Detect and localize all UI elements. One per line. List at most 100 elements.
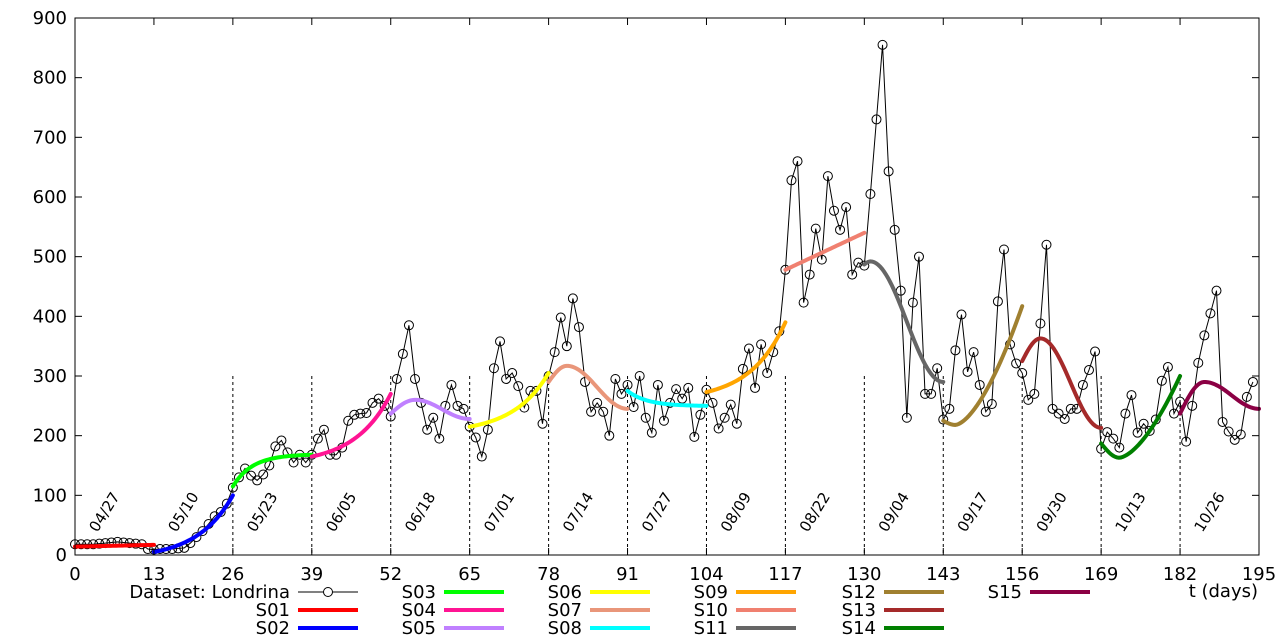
data-point-129 xyxy=(853,257,864,268)
y-tick-label-0: 0 xyxy=(56,545,67,566)
legend-marker-dataset xyxy=(323,587,333,597)
data-point-175 xyxy=(1132,427,1143,438)
data-point-159 xyxy=(1035,318,1046,329)
data-point-71 xyxy=(501,373,512,384)
data-point-64 xyxy=(458,403,469,414)
data-point-184 xyxy=(1187,400,1198,411)
data-point-148 xyxy=(968,347,979,358)
data-point-60 xyxy=(434,433,445,444)
data-point-141 xyxy=(926,388,937,399)
data-point-87 xyxy=(598,406,609,417)
date-label-11: 09/17 xyxy=(954,489,992,535)
y-tick-label-1: 100 xyxy=(33,485,67,506)
data-point-31 xyxy=(258,469,269,480)
data-point-130 xyxy=(859,260,870,271)
data-point-103 xyxy=(695,409,706,420)
data-point-76 xyxy=(531,385,542,396)
y-tick-label-7: 700 xyxy=(33,127,67,148)
data-point-194 xyxy=(1247,376,1258,387)
legend-label-s06: S06 xyxy=(548,582,582,603)
data-point-124 xyxy=(822,171,833,182)
data-point-139 xyxy=(913,251,924,262)
data-point-142 xyxy=(932,363,943,374)
data-point-120 xyxy=(798,297,809,308)
data-point-162 xyxy=(1053,408,1064,419)
x-tick-label-15: 195 xyxy=(1242,564,1276,585)
fit-curve-s10 xyxy=(783,230,867,272)
axis-ticks: 0 13 26 39 52 65 78 91 104 117 130 143 156 169 182 195 0… xyxy=(33,8,1277,585)
x-tick-label-8: 104 xyxy=(689,564,723,585)
legend-label-s10: S10 xyxy=(694,600,728,621)
x-tick-label-2: 26 xyxy=(221,564,244,585)
data-point-68 xyxy=(482,424,493,435)
legend-label-s02: S02 xyxy=(256,618,290,639)
data-point-123 xyxy=(816,254,827,265)
fit-curve-s06 xyxy=(467,371,551,429)
data-point-53 xyxy=(391,373,402,384)
data-point-96 xyxy=(652,379,663,390)
data-point-80 xyxy=(555,312,566,323)
data-point-132 xyxy=(871,114,882,125)
y-tick-label-6: 600 xyxy=(33,187,67,208)
data-point-93 xyxy=(634,371,645,381)
date-label-2: 05/23 xyxy=(243,489,281,535)
data-point-155 xyxy=(1011,358,1022,369)
data-point-105 xyxy=(707,397,718,408)
data-point-134 xyxy=(883,166,894,177)
legend-label-s11: S11 xyxy=(694,618,728,639)
x-tick-label-13: 169 xyxy=(1084,564,1118,585)
data-point-99 xyxy=(671,384,682,395)
data-point-172 xyxy=(1114,442,1125,453)
date-label-5: 07/01 xyxy=(480,489,518,535)
data-point-168 xyxy=(1090,346,1101,357)
data-point-149 xyxy=(974,379,985,390)
data-point-47 xyxy=(355,408,366,419)
data-point-171 xyxy=(1108,433,1119,444)
data-point-163 xyxy=(1059,413,1070,424)
data-point-86 xyxy=(592,397,603,408)
x-tick-label-10: 130 xyxy=(847,564,881,585)
data-point-185 xyxy=(1193,357,1204,368)
data-point-112 xyxy=(750,382,761,393)
fit-curve-s01 xyxy=(73,542,156,549)
data-point-101 xyxy=(683,382,694,393)
data-point-151 xyxy=(986,399,997,410)
date-label-12: 09/30 xyxy=(1033,489,1071,535)
data-point-40 xyxy=(312,433,323,444)
legend-label-s15: S15 xyxy=(988,582,1022,603)
legend-label-s03: S03 xyxy=(402,582,436,603)
data-point-97 xyxy=(658,415,669,426)
data-point-27 xyxy=(233,472,244,483)
data-point-177 xyxy=(1144,425,1155,436)
date-label-9: 08/22 xyxy=(796,489,834,535)
data-point-143 xyxy=(938,414,949,425)
data-point-94 xyxy=(640,412,651,423)
data-point-111 xyxy=(743,343,754,354)
data-point-126 xyxy=(835,224,846,235)
data-point-113 xyxy=(756,339,767,350)
date-label-13: 10/13 xyxy=(1112,489,1150,535)
data-point-156 xyxy=(1017,368,1028,379)
x-tick-label-14: 182 xyxy=(1163,564,1197,585)
x-tick-label-7: 91 xyxy=(616,564,639,585)
data-point-36 xyxy=(288,457,299,468)
data-point-92 xyxy=(628,402,639,413)
data-point-187 xyxy=(1205,308,1216,319)
fit-series xyxy=(73,230,1261,555)
data-point-83 xyxy=(573,322,584,333)
fit-curve-s02 xyxy=(151,493,235,555)
fit-curve-s15 xyxy=(1178,379,1261,416)
data-point-90 xyxy=(616,388,627,399)
data-point-102 xyxy=(689,431,700,442)
segment-date-labels: 04/27 05/10 05/23 06/05 06/18 07/01 07/14 07/27… xyxy=(85,489,1228,535)
data-point-89 xyxy=(610,373,621,384)
data-point-174 xyxy=(1126,390,1137,401)
data-point-167 xyxy=(1083,365,1094,376)
fit-curve-s14 xyxy=(1099,374,1183,460)
x-tick-label-9: 117 xyxy=(768,564,802,585)
data-point-34 xyxy=(276,435,287,446)
data-point-33 xyxy=(270,441,281,452)
data-point-166 xyxy=(1077,379,1088,390)
fit-curve-s05 xyxy=(388,397,472,421)
